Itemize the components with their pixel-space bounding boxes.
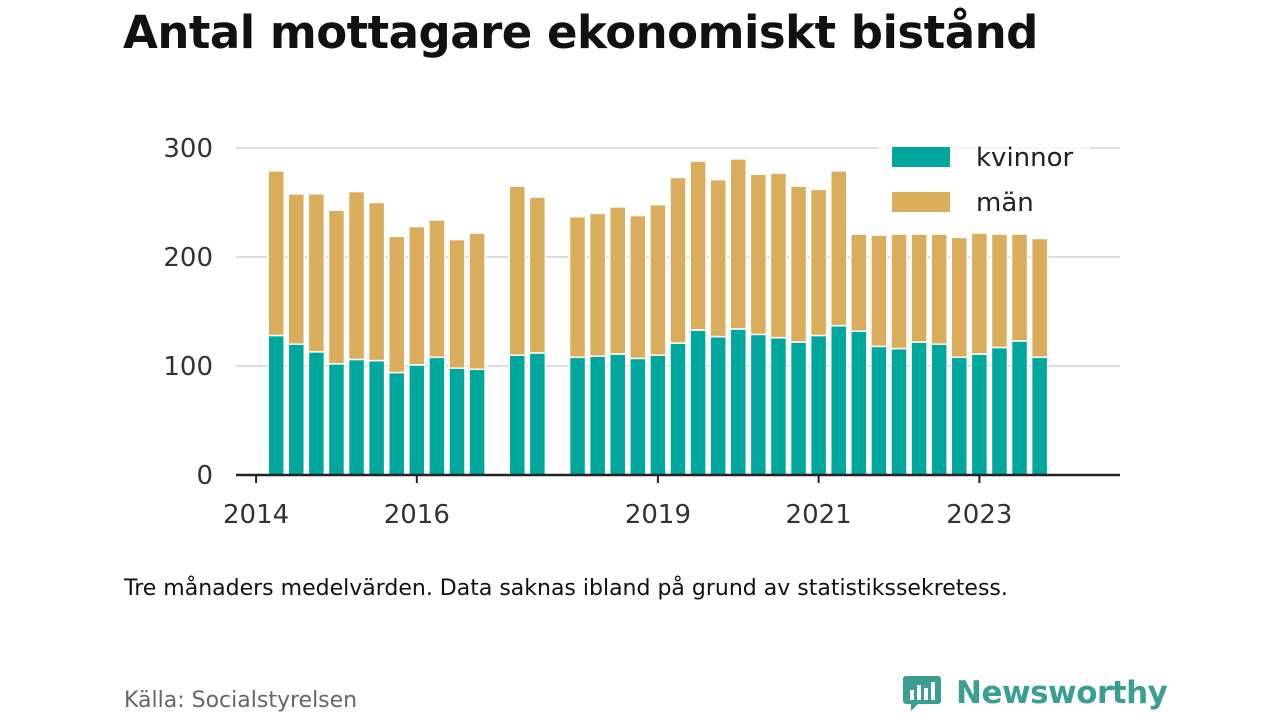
bar-kvinnor[interactable] [408, 364, 426, 476]
bar-kvinnor[interactable] [428, 356, 446, 476]
bar-man[interactable] [689, 160, 707, 331]
bar-kvinnor[interactable] [829, 324, 848, 476]
source-text: Källa: Socialstyrelsen [124, 688, 358, 713]
bar-kvinnor[interactable] [307, 351, 326, 476]
x-tick-label: 2021 [786, 500, 852, 530]
bar-kvinnor[interactable] [1030, 356, 1049, 476]
bar-man[interactable] [850, 233, 868, 332]
chart-title: Antal mottagare ekonomiskt bistånd [123, 6, 1038, 59]
bar-kvinnor[interactable] [588, 355, 607, 476]
bar-man[interactable] [829, 170, 848, 327]
bar-kvinnor[interactable] [649, 354, 667, 476]
y-tick-label: 100 [163, 352, 213, 382]
bar-kvinnor[interactable] [990, 346, 1009, 476]
x-tick-label: 2014 [223, 500, 289, 530]
chart-note: Tre månaders medelvärden. Data saknas ib… [124, 576, 1008, 601]
bar-kvinnor[interactable] [528, 352, 547, 476]
bar-man[interactable] [990, 233, 1009, 349]
bar-kvinnor[interactable] [508, 354, 527, 476]
bar-man[interactable] [267, 170, 285, 337]
bar-kvinnor[interactable] [669, 342, 687, 476]
bar-kvinnor[interactable] [267, 334, 285, 476]
bar-kvinnor[interactable] [689, 329, 707, 476]
bar-man[interactable] [448, 238, 466, 369]
legend-swatch [892, 147, 950, 167]
bar-man[interactable] [568, 215, 587, 359]
bar-kvinnor[interactable] [367, 359, 386, 476]
bar-man[interactable] [468, 232, 486, 371]
bar-kvinnor[interactable] [970, 353, 989, 476]
brand-logo[interactable]: Newsworthy [902, 670, 1168, 716]
x-tick-label: 2023 [946, 500, 1012, 530]
bar-man[interactable] [347, 190, 366, 361]
bar-man[interactable] [930, 233, 948, 345]
bar-kvinnor[interactable] [910, 341, 928, 476]
bar-man[interactable] [367, 201, 386, 362]
bar-man[interactable] [649, 203, 667, 356]
bar-man[interactable] [508, 185, 527, 356]
bar-kvinnor[interactable] [709, 335, 727, 476]
bar-man[interactable] [588, 212, 607, 357]
bar-man[interactable] [729, 158, 748, 330]
bar-kvinnor[interactable] [327, 363, 346, 476]
bar-man[interactable] [709, 178, 727, 338]
brand-name: Newsworthy [956, 675, 1168, 711]
bar-kvinnor[interactable] [448, 367, 466, 476]
y-tick-label: 200 [163, 243, 213, 273]
bar-man[interactable] [1010, 233, 1029, 342]
bar-man[interactable] [809, 188, 828, 337]
bar-man[interactable] [870, 234, 888, 348]
bar-man[interactable] [789, 185, 808, 343]
bar-kvinnor[interactable] [729, 328, 748, 476]
bar-kvinnor[interactable] [347, 358, 366, 476]
y-tick-label: 0 [196, 461, 213, 491]
bar-kvinnor[interactable] [287, 343, 306, 476]
y-tick-label: 300 [163, 134, 213, 164]
bar-kvinnor[interactable] [468, 368, 486, 476]
bars [267, 158, 1049, 476]
bar-kvinnor[interactable] [769, 336, 788, 476]
bar-man[interactable] [387, 235, 406, 374]
bar-kvinnor[interactable] [1010, 340, 1029, 476]
bar-man[interactable] [307, 193, 326, 353]
bar-man[interactable] [408, 225, 426, 366]
bar-man[interactable] [327, 209, 346, 365]
legend-swatch [892, 192, 950, 212]
y-axis: 0 100 200 300 [163, 134, 213, 491]
bar-kvinnor[interactable] [568, 356, 587, 476]
x-tick-label: 2019 [625, 500, 691, 530]
bar-kvinnor[interactable] [890, 347, 908, 476]
bar-man[interactable] [1030, 237, 1049, 359]
bar-kvinnor[interactable] [608, 353, 627, 476]
bar-kvinnor[interactable] [930, 343, 948, 476]
bar-man[interactable] [669, 176, 687, 344]
bar-kvinnor[interactable] [950, 356, 969, 476]
x-axis: 2014 2016 2019 2021 2023 [223, 473, 1120, 530]
bar-kvinnor[interactable] [629, 357, 647, 476]
bar-man[interactable] [890, 233, 908, 350]
bar-man[interactable] [769, 172, 788, 339]
bar-kvinnor[interactable] [749, 333, 768, 476]
bar-man[interactable] [910, 233, 928, 343]
bar-man[interactable] [287, 193, 306, 345]
legend-label: män [976, 188, 1034, 218]
bar-kvinnor[interactable] [850, 330, 868, 476]
bar-man[interactable] [950, 236, 969, 359]
legend-label: kvinnor [976, 143, 1074, 173]
bar-man[interactable] [608, 206, 627, 355]
bar-man[interactable] [970, 232, 989, 355]
bar-kvinnor[interactable] [809, 334, 828, 476]
bar-kvinnor[interactable] [789, 341, 808, 476]
bar-kvinnor[interactable] [387, 371, 406, 476]
bar-chart-speech-bubble-icon [903, 676, 941, 711]
stacked-bar-chart: 0 100 200 300 2014 2016 2019 2021 2023 kvinnor m… [163, 134, 1120, 530]
bar-man[interactable] [629, 214, 647, 360]
bar-kvinnor[interactable] [870, 345, 888, 476]
bar-man[interactable] [749, 173, 768, 336]
bar-man[interactable] [428, 219, 446, 359]
bar-man[interactable] [528, 196, 547, 354]
legend: kvinnor män [878, 134, 1090, 226]
x-tick-label: 2016 [384, 500, 450, 530]
